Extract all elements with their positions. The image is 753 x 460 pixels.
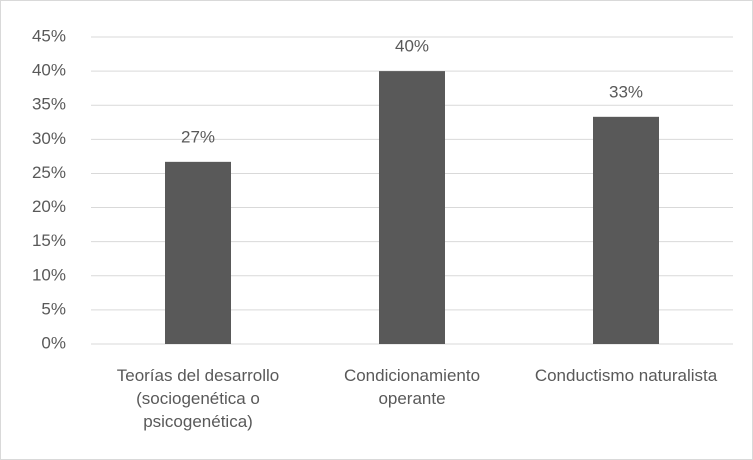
y-tick-label: 30% bbox=[32, 129, 66, 148]
value-label: 33% bbox=[609, 82, 643, 101]
x-tick-label: Condicionamiento operante bbox=[343, 366, 481, 408]
y-tick-label: 40% bbox=[32, 61, 66, 80]
bar bbox=[379, 71, 445, 344]
y-tick-label: 5% bbox=[41, 299, 66, 318]
y-tick-label: 35% bbox=[32, 95, 66, 114]
y-tick-label: 20% bbox=[32, 197, 66, 216]
x-tick-label: Conductismo naturalista bbox=[534, 366, 718, 385]
value-label: 40% bbox=[395, 37, 429, 56]
bar bbox=[593, 116, 659, 344]
bar bbox=[165, 161, 231, 344]
value-label: 27% bbox=[181, 127, 215, 146]
y-tick-label: 25% bbox=[32, 163, 66, 182]
y-tick-label: 10% bbox=[32, 265, 66, 284]
y-tick-label: 0% bbox=[41, 333, 66, 352]
y-tick-label: 15% bbox=[32, 231, 66, 250]
x-tick-label: Teorías del desarrollo (sociogenética o … bbox=[116, 366, 280, 431]
y-tick-label: 45% bbox=[32, 26, 66, 45]
